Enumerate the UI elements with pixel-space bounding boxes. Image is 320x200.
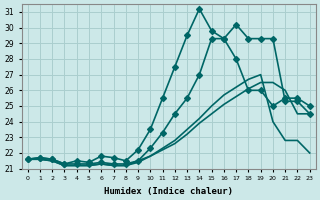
X-axis label: Humidex (Indice chaleur): Humidex (Indice chaleur)	[104, 187, 233, 196]
